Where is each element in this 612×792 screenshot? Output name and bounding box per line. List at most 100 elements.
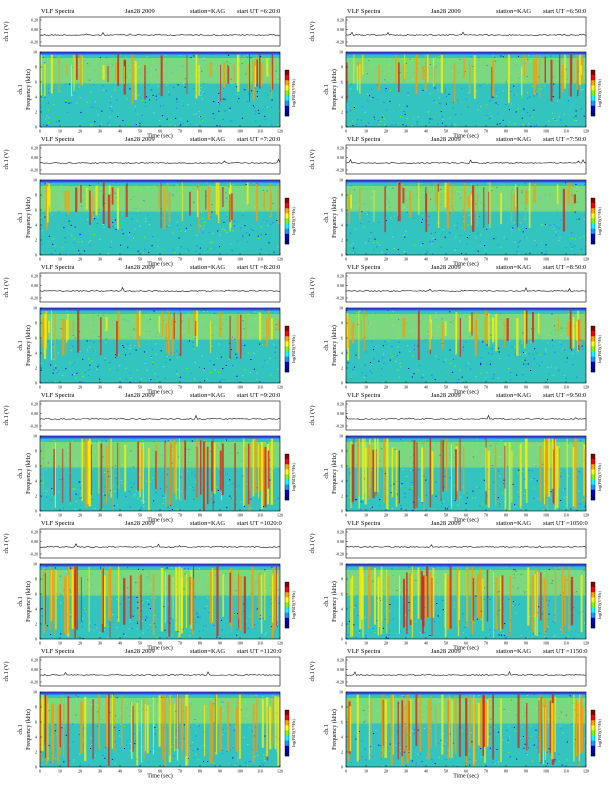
spectrogram-cell [526,92,529,94]
spectrogram-cell [488,441,490,443]
spectrogram-cell [193,88,195,89]
spectrogram-streak [357,61,360,80]
spectrogram-cell [554,119,556,121]
spectrogram-cell [254,87,256,89]
time-tick-label: 60 [464,257,468,262]
spectrogram-cell [167,634,169,636]
spectrogram-cell [475,248,477,250]
spectrogram-cell [381,251,383,253]
spectrogram-cell [503,184,505,186]
spectrogram-cell [48,211,50,213]
spectrogram-cell [493,238,495,240]
spectrogram-streak [528,181,531,229]
spectrogram-streak [87,441,90,505]
spectrogram-cell [536,362,538,364]
spectrogram-streak [447,578,450,629]
spectrogram-cell [42,56,45,58]
spectrogram-cell [499,503,501,505]
spectrogram-cell [42,124,45,125]
spectrogram-streak [217,180,220,223]
spectrogram-cell [517,487,519,489]
spectrogram-cell [122,120,124,122]
waveform-tick-label: -0.20 [336,296,344,301]
spectrogram-cell [513,222,515,224]
spectrogram-cell [176,221,178,223]
spectrogram-cell [501,115,503,117]
spectrogram-cell [259,618,261,620]
spectrogram-streak [476,575,479,618]
spectrogram-streak [377,576,380,628]
spectrogram-cell [499,358,501,359]
spectrogram-cell [163,366,165,367]
spectrogram-streak [181,442,183,500]
spectrogram-cell [140,378,142,380]
spectrogram-cell [457,504,459,506]
spectrogram-cell [107,253,109,255]
spectrogram-cell [449,117,451,119]
spectrogram-cell [438,470,440,472]
spectrogram-cell [500,84,502,86]
spectrogram-cell [132,615,134,617]
spectrogram-streak [81,55,83,86]
spectrogram-streak [178,436,180,500]
spectrogram-cell [377,242,379,244]
spectrogram-cell [189,486,191,488]
spectrogram-cell [563,497,565,499]
spectrogram-cell [46,496,48,498]
spectrogram-cell [476,486,478,488]
spectrogram-cell [40,106,42,108]
colorbar-segment [591,326,595,332]
spectrogram-cell [529,607,531,609]
spectrogram-cell [441,122,443,124]
spectrogram-cell [46,124,48,126]
spectrogram-streak [105,445,107,505]
spectrogram-cell [134,105,136,107]
colorbar-segment [285,203,289,209]
spectrogram-cell [452,107,454,109]
spectrogram-streak [361,436,364,500]
spectrogram-cell [540,224,542,226]
spectrogram-cell [207,352,209,354]
spectrogram-cell [99,632,101,634]
spectrogram-cell [369,95,371,97]
spectrogram-cell [180,246,183,248]
spectrogram-cell [502,90,504,92]
spectrogram-cell [523,363,525,365]
spectrogram-cell [260,248,262,250]
spectrogram-cell [486,227,488,229]
spectrogram-cell [560,219,562,221]
spectrogram-cell [502,86,504,88]
spectra-panel-svg: VLF Spectra Jan28 2009 station=KAG start UT… [3,520,296,652]
spectrogram-cell [475,97,477,99]
spectrogram-cell [70,567,72,569]
spectrogram-cell [200,225,202,227]
spectrogram-cell [428,215,430,217]
spectrogram-cell [169,313,171,314]
spectrogram-streak [359,186,361,221]
spectrogram-cell [52,241,54,243]
spectrogram-cell [373,358,375,360]
frequency-tick-label: 6 [341,80,343,85]
time-tick-label: 20 [78,513,82,518]
spectrogram-cell [129,344,131,346]
spectrogram-streak [409,190,412,218]
spectrogram-cell [424,619,426,621]
spectrogram-cell [247,251,250,253]
spectrogram-cell [404,615,406,617]
spectrogram-cell [57,252,60,254]
time-tick-label: 80 [504,385,508,390]
spectrogram-streak [578,319,581,346]
spectrogram-streak [102,65,105,80]
spectrogram-cell [83,250,86,252]
spectrogram-cell [392,618,394,620]
spectrogram-streak [165,572,166,623]
spectrogram-cell [244,89,246,91]
spectrogram-cell [413,344,416,346]
spectrogram-streak [395,449,398,507]
spectrogram-cell [569,626,571,628]
spectrogram-cell [56,103,58,105]
spectrogram-streak [348,193,350,221]
spectrogram-cell [357,615,359,617]
spectrogram-cell [52,343,54,345]
spectrogram-cell [238,231,240,233]
